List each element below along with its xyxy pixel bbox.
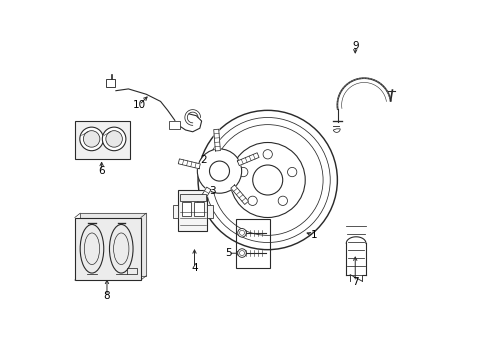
Polygon shape xyxy=(80,213,146,276)
Text: 8: 8 xyxy=(103,291,110,301)
Bar xyxy=(181,202,190,216)
Polygon shape xyxy=(178,159,200,169)
Bar xyxy=(172,205,178,217)
Circle shape xyxy=(102,127,125,151)
Circle shape xyxy=(105,131,122,147)
Circle shape xyxy=(278,196,287,206)
Polygon shape xyxy=(195,187,210,208)
Bar xyxy=(180,194,205,202)
Text: 4: 4 xyxy=(191,262,198,273)
Text: 9: 9 xyxy=(351,41,358,51)
Circle shape xyxy=(287,167,296,177)
Bar xyxy=(178,190,207,231)
Circle shape xyxy=(238,167,247,177)
Text: 5: 5 xyxy=(224,248,231,258)
Text: 1: 1 xyxy=(310,230,317,240)
Bar xyxy=(194,202,203,216)
Circle shape xyxy=(80,127,103,151)
Text: 10: 10 xyxy=(132,100,145,110)
Circle shape xyxy=(237,229,246,237)
Polygon shape xyxy=(237,153,259,166)
Bar xyxy=(169,121,180,129)
Circle shape xyxy=(252,165,282,195)
Bar xyxy=(75,217,141,280)
Bar xyxy=(75,121,130,158)
Polygon shape xyxy=(230,185,248,204)
Bar xyxy=(207,205,212,217)
Bar xyxy=(126,268,137,274)
Bar xyxy=(106,79,115,87)
Text: 6: 6 xyxy=(98,166,105,176)
Circle shape xyxy=(263,150,272,159)
Circle shape xyxy=(197,149,241,193)
Circle shape xyxy=(237,249,246,257)
Polygon shape xyxy=(213,129,220,151)
Bar xyxy=(235,219,269,267)
Text: 3: 3 xyxy=(208,186,215,196)
Circle shape xyxy=(83,131,100,147)
Circle shape xyxy=(209,161,229,181)
Text: 2: 2 xyxy=(200,156,206,165)
Text: 7: 7 xyxy=(351,277,358,287)
Circle shape xyxy=(247,196,257,206)
